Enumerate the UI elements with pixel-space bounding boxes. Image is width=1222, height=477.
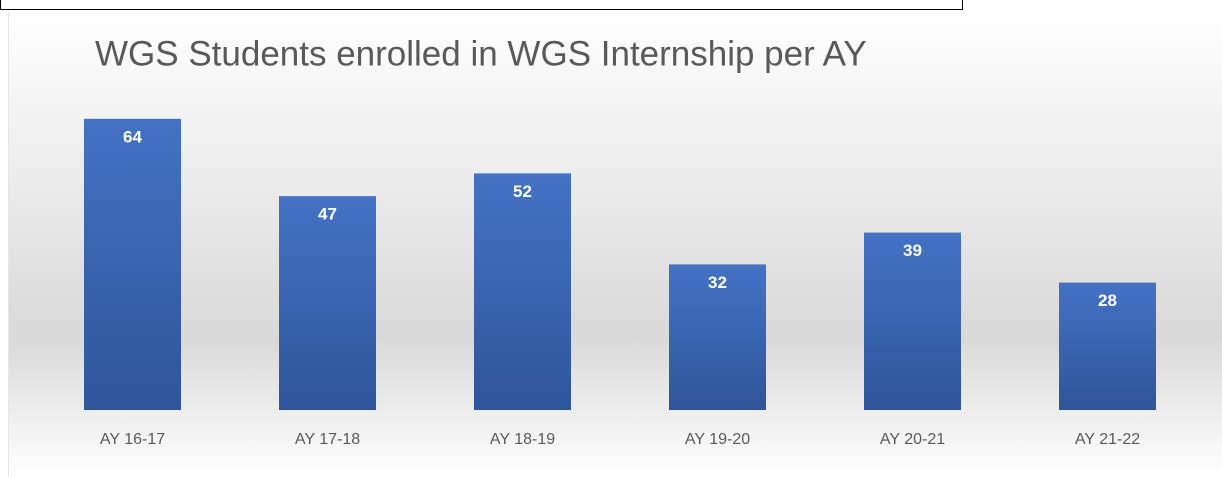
chart-background (8, 12, 1222, 477)
chart-title: WGS Students enrolled in WGS Internship … (95, 34, 867, 73)
x-tick-label: AY 19-20 (685, 431, 750, 448)
x-tick-label: AY 16-17 (100, 431, 165, 448)
data-label: 52 (513, 182, 532, 201)
x-tick-label: AY 17-18 (295, 431, 360, 448)
x-tick-label: AY 21-22 (1075, 431, 1140, 448)
x-tick-label: AY 18-19 (490, 431, 555, 448)
bar (1059, 282, 1156, 410)
bar (84, 118, 181, 411)
data-label: 28 (1098, 291, 1117, 310)
bar (279, 196, 376, 410)
frame-box (0, 0, 963, 10)
data-label: 64 (123, 127, 142, 146)
data-label: 47 (318, 205, 337, 224)
data-label: 39 (903, 241, 922, 260)
x-tick-label: AY 20-21 (880, 431, 945, 448)
data-label: 32 (708, 273, 727, 292)
bar (474, 173, 571, 410)
bar (864, 232, 961, 410)
bar (669, 264, 766, 410)
